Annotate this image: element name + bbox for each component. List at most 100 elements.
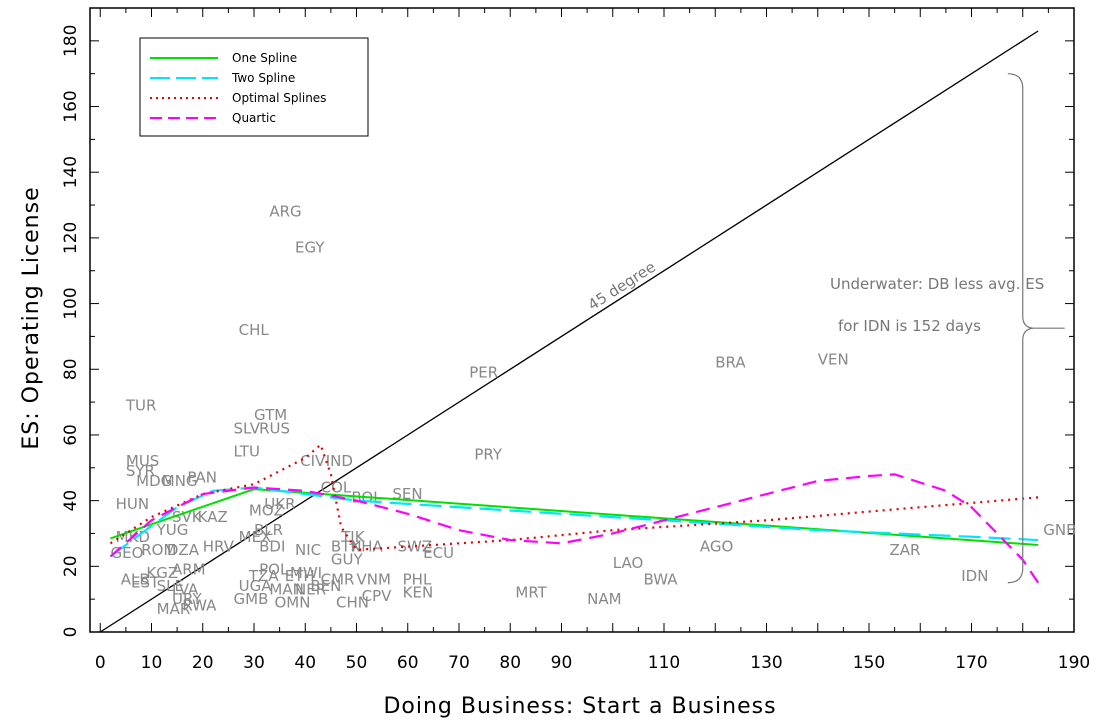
x-tick-label: 80	[499, 653, 521, 673]
point-label: ETH	[285, 567, 315, 585]
point-label: HRV	[203, 538, 235, 556]
y-tick-label: 100	[61, 287, 81, 319]
point-label: MEX	[239, 528, 272, 546]
point-label: LVA	[172, 580, 199, 598]
plot-frame	[89, 7, 1075, 633]
point-label: ZAR	[890, 541, 921, 559]
point-label: GTM	[254, 406, 287, 424]
point-label: PRY	[474, 446, 503, 464]
y-tick-label: 80	[61, 358, 81, 380]
point-label: UGA	[239, 577, 273, 595]
point-label: SYR	[126, 462, 155, 480]
legend-label: One Spline	[232, 51, 297, 65]
y-tick-label: 40	[61, 490, 81, 512]
point-label: MUS	[126, 452, 159, 470]
point-label: GMB	[234, 590, 269, 608]
point-label: ECU	[423, 544, 454, 562]
point-label: ARM	[172, 561, 206, 579]
point-label: NAM	[587, 590, 621, 608]
point-label: SLE	[157, 577, 184, 595]
legend: One Spline Two Spline Optimal Splines Quart…	[139, 37, 369, 137]
point-label: SVK	[172, 508, 203, 526]
point-label: CHL	[239, 321, 270, 339]
point-label: TJK	[340, 528, 366, 546]
annotation-line-2: for IDN is 152 days	[838, 317, 981, 335]
reference-line-45	[99, 30, 1039, 633]
x-tick-label: 20	[192, 653, 214, 673]
x-tick-label: 170	[955, 653, 987, 673]
point-label: GNB	[1043, 521, 1076, 539]
y-tick-label: 140	[61, 156, 81, 188]
point-label: CMR	[321, 570, 355, 588]
point-label: CPV	[362, 587, 393, 605]
x-tick-label: 70	[448, 653, 470, 673]
fit-series	[109, 442, 1040, 584]
point-label: LAO	[613, 554, 644, 572]
x-tick-label: 190	[1058, 653, 1090, 673]
point-label: COL	[321, 478, 352, 496]
point-label: RUS	[259, 419, 290, 437]
point-label: VEN	[818, 350, 849, 368]
point-label: TUR	[125, 396, 157, 414]
series-line	[110, 488, 1039, 546]
point-label: KAZ	[198, 508, 228, 526]
point-label: IDN	[961, 567, 988, 585]
x-axis: 0 10 20 30 40 50 60 70 80 90 110 130 150 170 190	[95, 8, 1090, 673]
point-label: KGZ	[146, 564, 178, 582]
point-label: IND	[326, 452, 353, 470]
legend-label: Quartic	[232, 111, 276, 125]
y-tick-label: 160	[61, 90, 81, 122]
series-line	[109, 473, 1040, 584]
point-label: EST	[131, 574, 160, 592]
point-label: URY	[172, 590, 202, 608]
point-label: KEN	[403, 584, 434, 602]
annotation-line-1: Underwater: DB less avg. ES	[830, 275, 1044, 293]
point-label: UKR	[264, 495, 295, 513]
point-label: MAR	[157, 600, 191, 618]
point-label: BTN	[331, 538, 362, 556]
legend-label: Two Spline	[231, 71, 295, 85]
point-label: LTU	[234, 442, 260, 460]
y-tick-label: 120	[61, 222, 81, 254]
y-tick-label: 20	[61, 555, 81, 577]
x-axis-title: Doing Business: Start a Business	[383, 694, 776, 719]
point-label: EGY	[295, 239, 325, 257]
y-axis: 0 20 40 60 80 100 120 140 160 180	[61, 7, 1074, 638]
point-label: SWZ	[398, 538, 433, 556]
x-tick-label: 10	[141, 653, 163, 673]
y-tick-label: 180	[61, 25, 81, 57]
point-label: BLR	[254, 521, 283, 539]
point-label: KHA	[351, 538, 383, 556]
point-label: MNG	[162, 472, 198, 490]
x-tick-label: 50	[346, 653, 368, 673]
point-label: RWA	[182, 597, 217, 615]
point-label: BEN	[310, 577, 341, 595]
point-label: BWA	[644, 570, 679, 588]
point-label: HUN	[116, 495, 149, 513]
point-label: BDI	[259, 538, 285, 556]
point-label: GUY	[331, 551, 364, 569]
point-label: PER	[469, 364, 498, 382]
point-label: MOZ	[249, 501, 284, 519]
plot-border	[89, 7, 1075, 633]
x-tick-label: 60	[397, 653, 419, 673]
point-label: CHN	[336, 593, 369, 611]
point-label: TZA	[248, 567, 279, 585]
y-tick-label: 0	[61, 627, 81, 638]
legend-box	[139, 37, 369, 137]
point-label: MAN	[269, 580, 303, 598]
x-tick-label: 40	[294, 653, 316, 673]
point-label: VNM	[357, 570, 391, 588]
point-label: PAN	[187, 469, 217, 487]
point-label: NER	[295, 580, 326, 598]
point-label: DZA	[167, 541, 200, 559]
point-label: CIV	[300, 452, 326, 470]
point-label: ROM	[141, 541, 176, 559]
point-label: ALB	[121, 570, 150, 588]
point-label: MDG	[136, 472, 172, 490]
series-line	[109, 486, 1039, 558]
x-tick-label: 130	[750, 653, 782, 673]
point-label: MWI	[290, 564, 322, 582]
